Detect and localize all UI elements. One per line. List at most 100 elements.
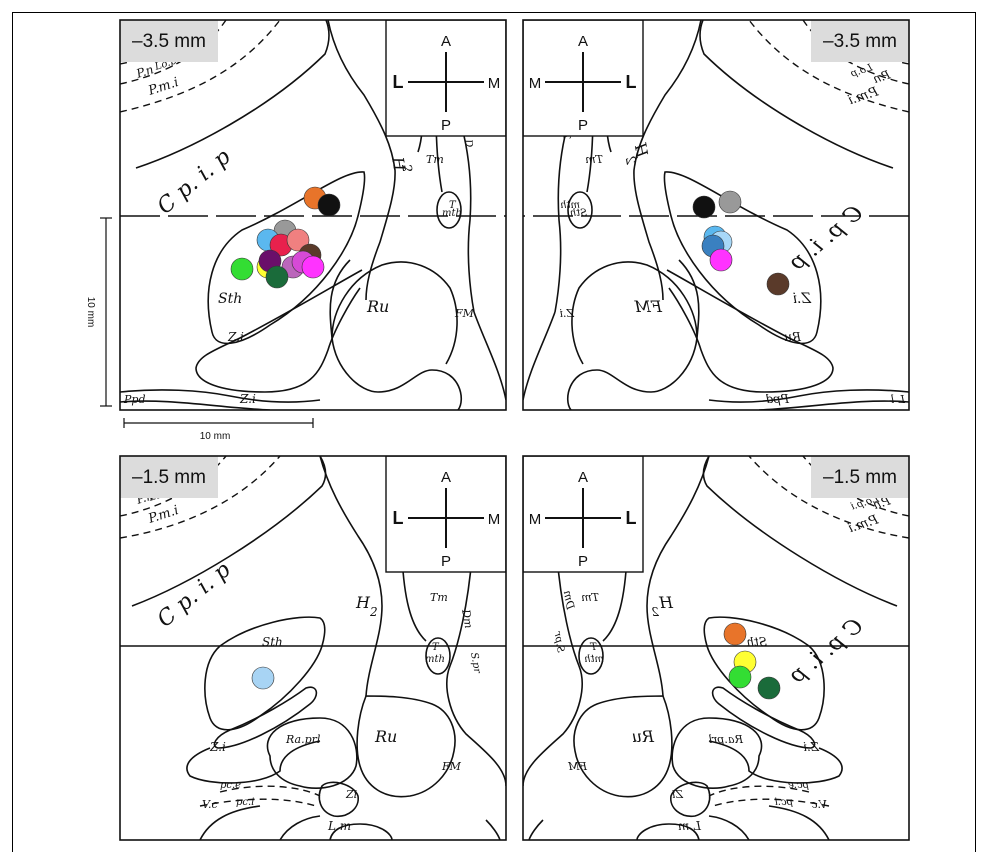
atlas-region-label: mth bbox=[584, 654, 604, 665]
horizontal-scale-label: 10 mm bbox=[200, 431, 231, 442]
atlas-outline bbox=[523, 20, 909, 410]
atlas-region-label: V.c bbox=[202, 798, 218, 811]
compass-left-label: M bbox=[529, 511, 542, 528]
atlas-region-label: H bbox=[630, 141, 651, 160]
vertical-scale-label: 10 mm bbox=[85, 297, 96, 328]
electrode-contact bbox=[757, 676, 781, 700]
electrode-contact bbox=[286, 228, 310, 252]
atlas-region-label: V.c bbox=[811, 798, 827, 811]
panel-border bbox=[119, 455, 507, 841]
electrode-contact bbox=[265, 265, 289, 289]
compass-right-label: L bbox=[626, 72, 637, 92]
atlas-region-label: T bbox=[432, 642, 440, 653]
compass-right-label: M bbox=[488, 75, 501, 92]
orientation-compass: A P M L bbox=[523, 456, 644, 573]
atlas-region-label: Ru bbox=[366, 297, 389, 316]
atlas-region-label: H bbox=[658, 593, 674, 612]
atlas-region-label: Tm bbox=[581, 591, 599, 604]
electrode-contact bbox=[692, 195, 716, 219]
atlas-region-label: L l bbox=[890, 393, 906, 406]
atlas-region-label: Z.i bbox=[793, 291, 812, 307]
atlas-region-label: Z.i bbox=[803, 740, 820, 754]
electrode-contact bbox=[301, 255, 325, 279]
compass-left-label: M bbox=[529, 75, 542, 92]
orientation-compass: A P L M bbox=[385, 456, 506, 573]
atlas-region-label: Z.i bbox=[209, 740, 226, 754]
depth-label-text: –3.5 mm bbox=[132, 31, 206, 52]
atlas-region-label: Z.i bbox=[227, 330, 244, 344]
compass-right-label: M bbox=[488, 511, 501, 528]
depth-label-text: –1.5 mm bbox=[823, 467, 897, 488]
atlas-region-label: P.n bbox=[134, 62, 156, 81]
atlas-region-label: Ru bbox=[374, 727, 397, 746]
depth-label-text: –3.5 mm bbox=[823, 31, 897, 52]
electrode-contact bbox=[766, 272, 790, 296]
figure-frame bbox=[12, 12, 976, 852]
atlas-region-label: Sth bbox=[746, 635, 767, 649]
depth-label-text: –1.5 mm bbox=[132, 467, 206, 488]
atlas-region-label: T bbox=[449, 200, 457, 211]
atlas-region-label: Sth bbox=[262, 635, 283, 649]
atlas-region-label: Tm bbox=[430, 591, 448, 604]
atlas-region-label: Zi bbox=[672, 788, 684, 801]
compass-posterior-label: P bbox=[441, 553, 451, 570]
atlas-region-label: pc.i bbox=[236, 797, 254, 808]
electrode-contact bbox=[251, 666, 275, 690]
atlas-region-label: Zi bbox=[345, 788, 357, 801]
atlas-region-label: S.pr bbox=[468, 652, 483, 676]
atlas-region-label: S.pr bbox=[551, 630, 566, 654]
atlas-region-label: H bbox=[388, 154, 409, 173]
panel-border bbox=[522, 19, 910, 411]
atlas-region-label: Sth bbox=[218, 291, 242, 307]
atlas-region-label: Ru bbox=[784, 330, 802, 344]
atlas-region-label: FM bbox=[441, 760, 462, 773]
atlas-region-label: Z.i bbox=[560, 307, 575, 320]
electrode-contact bbox=[230, 257, 254, 281]
atlas-region-label: Ppd bbox=[123, 393, 145, 406]
electrode-contact bbox=[709, 248, 733, 272]
atlas-region-label: FM bbox=[454, 307, 475, 320]
atlas-region-label: 2 bbox=[369, 605, 378, 619]
depth-label: –1.5 mm bbox=[120, 456, 218, 498]
orientation-compass: A P L M bbox=[385, 20, 506, 137]
atlas-region-label: 2 bbox=[398, 162, 414, 174]
atlas-region-label: Tm bbox=[426, 153, 444, 166]
atlas-region-label: 2 bbox=[622, 155, 638, 167]
atlas-region-label: T bbox=[589, 642, 597, 653]
atlas-region-label: Tm bbox=[585, 153, 603, 166]
orientation-compass: A P M L bbox=[523, 20, 644, 137]
atlas-region-label: FM bbox=[634, 297, 663, 316]
electrode-contact bbox=[718, 190, 742, 214]
depth-label: –3.5 mm bbox=[120, 20, 218, 62]
compass-left-label: L bbox=[393, 72, 404, 92]
atlas-outline bbox=[120, 20, 506, 410]
vertical-scale-bar bbox=[100, 217, 112, 407]
compass-anterior-label: A bbox=[441, 33, 451, 50]
electrode-contact bbox=[317, 193, 341, 217]
atlas-region-label: Dm bbox=[561, 589, 577, 611]
atlas-region-label: Z.i bbox=[239, 392, 256, 406]
atlas-panel-bottom-left: P.nLo.p.iP.m.iC p. i. pH2TmDmTmthS.prSth… bbox=[119, 455, 507, 841]
compass-posterior-label: P bbox=[578, 117, 588, 134]
compass-anterior-label: A bbox=[441, 469, 451, 486]
compass-right-label: L bbox=[626, 508, 637, 528]
compass-anterior-label: A bbox=[578, 469, 588, 486]
compass-left-label: L bbox=[393, 508, 404, 528]
panel-border bbox=[522, 455, 910, 841]
atlas-region-label: pc.i bbox=[775, 797, 793, 808]
atlas-region-label: Ru bbox=[632, 727, 655, 746]
atlas-region-label: Dm bbox=[459, 607, 475, 629]
depth-label: –3.5 mm bbox=[811, 20, 909, 62]
atlas-panel-top-right: P.nLo.pP.m.iC p. i. pH2TmTmthSthZ.iRuFMZ… bbox=[522, 19, 910, 411]
atlas-region-label: mth bbox=[560, 200, 580, 211]
atlas-region-label: D bbox=[462, 138, 474, 149]
atlas-region-label: mth bbox=[425, 654, 445, 665]
electrode-contact bbox=[723, 622, 747, 646]
atlas-region-label: Ra.prl bbox=[708, 733, 744, 746]
depth-label: –1.5 mm bbox=[811, 456, 909, 498]
atlas-region-label: P.n bbox=[871, 67, 893, 86]
atlas-region-label: L m bbox=[327, 819, 351, 833]
atlas-region-label: pc.e bbox=[788, 780, 809, 791]
